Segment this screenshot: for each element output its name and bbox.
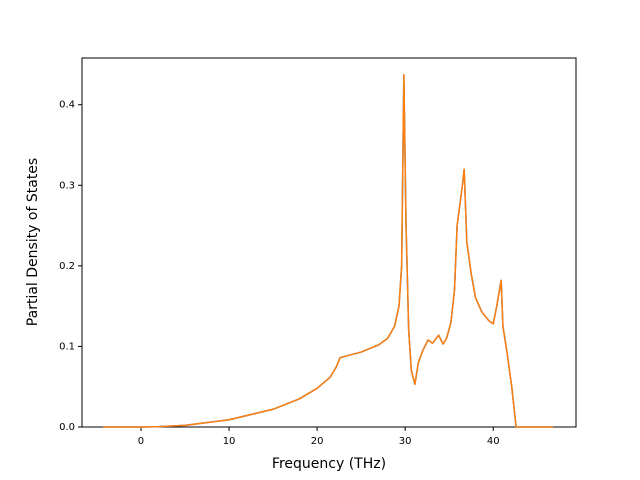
y-tick-label: 0.4 — [59, 100, 75, 111]
y-tick-label: 0.3 — [59, 180, 75, 191]
x-tick-label: 30 — [399, 436, 412, 447]
y-tick-label: 0.0 — [59, 422, 75, 433]
x-tick-label: 20 — [311, 436, 324, 447]
data-line — [103, 74, 554, 428]
data-line — [103, 74, 554, 428]
x-tick-label: 0 — [138, 436, 144, 447]
y-tick-label: 0.1 — [59, 341, 75, 352]
x-tick-label: 10 — [223, 436, 236, 447]
plot-frame — [81, 57, 577, 428]
x-tick-label: 40 — [487, 436, 500, 447]
y-tick-label: 0.2 — [59, 261, 75, 272]
x-axis-label: Frequency (THz) — [272, 456, 386, 472]
y-axis-label: Partial Density of States — [25, 158, 41, 326]
